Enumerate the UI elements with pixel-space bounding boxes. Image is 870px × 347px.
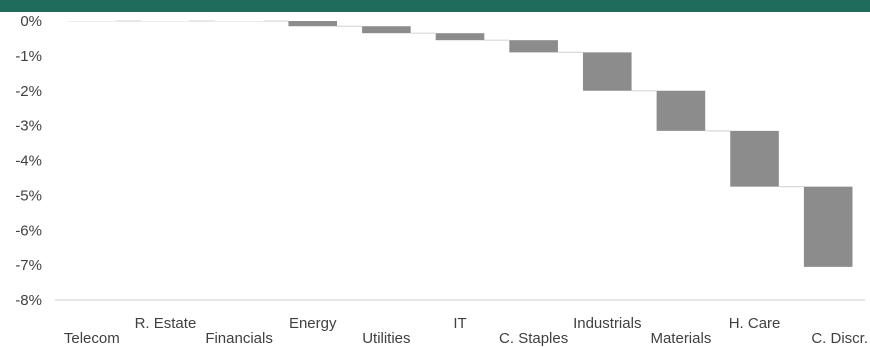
y-tick-label: -8%	[15, 292, 42, 309]
y-tick-label: 0%	[20, 13, 42, 30]
y-tick-label: -1%	[15, 48, 42, 65]
bar-c-staples	[509, 40, 558, 53]
x-category-label: C. Staples	[499, 330, 568, 347]
bar-c-discr-	[803, 186, 853, 267]
x-category-label: Industrials	[573, 315, 641, 332]
y-tick-label: -5%	[15, 187, 42, 204]
bar-financials	[214, 21, 264, 22]
bars	[67, 21, 853, 267]
bar-it	[435, 33, 485, 41]
x-axis-category-labels: Telecom R. Estate Financials Energy Utilitie…	[64, 315, 868, 347]
bar-r-estate	[141, 21, 190, 22]
y-axis-tick-labels: 0% -1% -2% -3% -4% -5% -6% -7% -8%	[15, 13, 42, 309]
x-category-label: R. Estate	[135, 315, 197, 332]
y-tick-label: -3%	[15, 118, 42, 135]
x-category-label: Materials	[650, 330, 711, 347]
x-category-label: Utilities	[362, 330, 410, 347]
bar-energy	[288, 21, 338, 27]
y-tick-label: -6%	[15, 222, 42, 239]
x-category-label: Financials	[205, 330, 273, 347]
x-category-label: Telecom	[64, 330, 120, 347]
x-category-label: H. Care	[729, 315, 781, 332]
chart-title-bar	[0, 0, 870, 12]
y-tick-label: -4%	[15, 153, 42, 170]
connector-lines	[116, 20, 804, 188]
y-tick-label: -2%	[15, 83, 42, 100]
bar-h-care	[730, 130, 779, 187]
x-category-label: Energy	[289, 315, 337, 332]
bar-industrials	[582, 52, 632, 91]
bar-telecom	[67, 21, 117, 22]
x-category-label: IT	[453, 315, 466, 332]
bar-utilities	[362, 26, 411, 34]
bar-materials	[656, 90, 706, 131]
x-category-label: C. Discr.	[811, 330, 868, 347]
y-tick-label: -7%	[15, 257, 42, 274]
